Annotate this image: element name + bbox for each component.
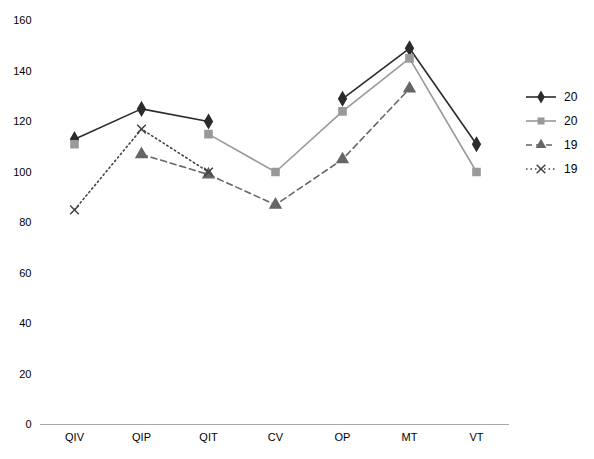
html-text:20: 20	[564, 114, 578, 128]
svg-text:VT: VT	[469, 431, 483, 443]
svg-text:120: 120	[13, 115, 31, 127]
svg-text:80: 80	[19, 216, 31, 228]
html-text:19: 19	[564, 138, 578, 152]
svg-text:QIT: QIT	[199, 431, 218, 443]
svg-text:QIV: QIV	[65, 431, 85, 443]
svg-text:OP: OP	[335, 431, 351, 443]
svg-text:CV: CV	[268, 431, 284, 443]
svg-text:60: 60	[19, 267, 31, 279]
svg-text:160: 160	[13, 14, 31, 26]
svg-text:40: 40	[19, 317, 31, 329]
svg-text:QIP: QIP	[132, 431, 151, 443]
svg-text:140: 140	[13, 65, 31, 77]
svg-text:20: 20	[19, 368, 31, 380]
svg-text:MT: MT	[402, 431, 418, 443]
svg-text:100: 100	[13, 166, 31, 178]
html-text:19: 19	[564, 162, 578, 176]
svg-text:0: 0	[25, 418, 31, 430]
html-text:20: 20	[564, 90, 578, 104]
